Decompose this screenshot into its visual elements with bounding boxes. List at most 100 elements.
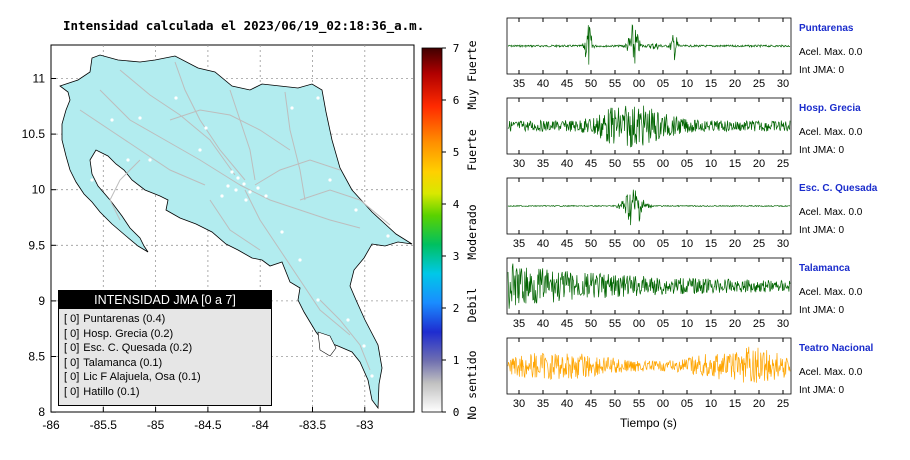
- station-dot: [126, 158, 130, 162]
- seismogram-panel: 35 40 45 50 55 00 05 10 15 20 25 30: [506, 257, 792, 330]
- road: [244, 189, 351, 336]
- station-dot: [138, 116, 142, 120]
- legend-item-label: Hosp. Grecia (0.2): [83, 327, 174, 340]
- station-dot: [174, 96, 178, 100]
- station-dot: [158, 226, 162, 230]
- colorbar-category-label: Moderado: [465, 204, 479, 259]
- seismogram-panel: 35 40 45 50 55 00 05 10 15 20 25 30: [506, 17, 792, 90]
- seismogram-panel: 35 40 45 50 55 00 05 10 15 20 25 30: [506, 177, 792, 250]
- road: [284, 91, 306, 201]
- station-jma-intensity: Int JMA: 0: [799, 225, 845, 236]
- legend-item-label: Talamanca (0.1): [83, 356, 163, 369]
- station-dot: [226, 184, 230, 188]
- trace-tick-label: 25: [777, 158, 789, 170]
- trace-tick-label: 20: [729, 238, 741, 250]
- station-dot: [264, 194, 268, 198]
- trace-tick-label: 30: [777, 238, 789, 250]
- legend-item-label: Esc. C. Quesada (0.2): [83, 342, 193, 355]
- trace-tick-label: 55: [609, 318, 621, 330]
- station-dot: [362, 344, 366, 348]
- trace-tick-label: 45: [561, 318, 573, 330]
- trace-tick-label: 25: [777, 398, 789, 410]
- trace-tick-label: 40: [537, 78, 549, 90]
- legend-item: [ 0] Puntarenas (0.4): [59, 312, 271, 327]
- legend-item-level: [ 0]: [64, 356, 80, 369]
- station-dot: [148, 158, 152, 162]
- legend-item-label: Hatillo (0.1): [83, 385, 140, 398]
- station-dots: [90, 96, 390, 378]
- trace-tick-label: 20: [729, 318, 741, 330]
- osa-peninsula-inlet: [317, 331, 337, 357]
- colorbar-tick-label: 6: [453, 94, 460, 107]
- intensity-legend: INTENSIDAD JMA [0 a 7] [ 0] Puntarenas (0…: [58, 290, 272, 406]
- road: [299, 189, 391, 226]
- trace-tick-label: 00: [657, 158, 669, 170]
- trace-tick-label: 50: [609, 398, 621, 410]
- colorbar-tick-label: 5: [453, 146, 460, 159]
- colorbar-category-label: Debil: [465, 288, 479, 323]
- colorbar-category-label: Fuerte: [465, 129, 479, 171]
- trace-tick-label: 20: [753, 398, 765, 410]
- seismogram-trace: [507, 24, 791, 65]
- colorbar-tick-label: 0: [453, 406, 460, 419]
- map-x-tick-label: -85: [147, 418, 165, 432]
- trace-tick-label: 35: [537, 158, 549, 170]
- station-dot: [110, 118, 114, 122]
- station-jma-intensity: Int JMA: 0: [799, 305, 845, 316]
- legend-item-level: [ 0]: [64, 313, 80, 325]
- trace-tick-label: 15: [705, 318, 717, 330]
- map-title: Intensidad calculada el 2023/06/19_02:18…: [63, 18, 425, 33]
- trace-tick-label: 55: [609, 238, 621, 250]
- map-y-axis: 11 10.5 10 9.5 9 8.5 8: [22, 72, 56, 419]
- road: [254, 159, 341, 186]
- station-dot: [316, 96, 320, 100]
- road: [169, 109, 291, 151]
- station-max-accel: Acel. Max. 0.0: [799, 287, 863, 298]
- trace-tick-label: 15: [729, 398, 741, 410]
- station-dot: [370, 374, 374, 378]
- station-jma-intensity: Int JMA: 0: [799, 385, 845, 396]
- trace-tick-label: 05: [681, 158, 693, 170]
- colorbar-gradient: [421, 47, 443, 413]
- trace-tick-label: 55: [633, 158, 645, 170]
- colorbar-category-label: Muy Fuerte: [465, 40, 479, 109]
- trace-tick-label: 05: [657, 318, 669, 330]
- seismogram-trace: [507, 263, 791, 309]
- colorbar-ticks: 0 1 2 3 4 5 6 7: [442, 42, 460, 419]
- trace-tick-label: 20: [729, 78, 741, 90]
- road: [229, 89, 256, 181]
- colorbar-tick-label: 4: [453, 198, 460, 211]
- trace-tick-label: 15: [729, 158, 741, 170]
- trace-tick-label: 40: [561, 158, 573, 170]
- station-dot: [230, 170, 234, 174]
- trace-tick-label: 10: [681, 238, 693, 250]
- station-dot: [248, 190, 252, 194]
- road: [174, 61, 246, 181]
- colorbar-category-label: No sentido: [465, 350, 479, 419]
- map-x-tick-label: -83: [356, 418, 374, 432]
- trace-tick-label: 50: [585, 238, 597, 250]
- station-dot: [354, 208, 358, 212]
- trace-tick-label: 45: [561, 78, 573, 90]
- legend-title: INTENSIDAD JMA [0 a 7]: [59, 291, 271, 309]
- seismogram-trace: [507, 105, 791, 148]
- station-jma-intensity: Int JMA: 0: [799, 65, 845, 76]
- road: [99, 89, 241, 186]
- trace-tick-label: 55: [609, 78, 621, 90]
- map-y-tick-label: 10: [32, 183, 46, 197]
- station-name: Talamanca: [799, 263, 850, 274]
- map-y-tick-label: 8.5: [28, 350, 45, 364]
- trace-tick-label: 45: [585, 398, 597, 410]
- station-dot: [256, 186, 260, 190]
- trace-tick-label: 15: [705, 238, 717, 250]
- trace-tick-label: 30: [513, 158, 525, 170]
- legend-item: [ 0] Lic F Alajuela, Osa (0.1): [59, 370, 271, 385]
- station-dot: [316, 298, 320, 302]
- trace-tick-label: 30: [513, 398, 525, 410]
- station-max-accel: Acel. Max. 0.0: [799, 367, 863, 378]
- legend-item-level: [ 0]: [64, 327, 80, 340]
- road-network: [79, 61, 391, 371]
- trace-tick-label: 05: [657, 78, 669, 90]
- trace-tick-label: 25: [753, 78, 765, 90]
